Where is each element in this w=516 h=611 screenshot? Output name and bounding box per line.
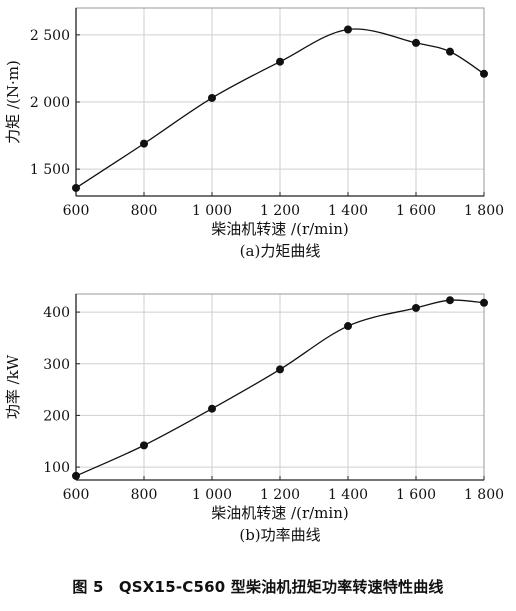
x-tick-label: 800 [131,203,158,219]
y-tick-label: 100 [43,460,70,476]
data-point [344,322,352,331]
chart-subtitle: (a)力矩曲线 [240,242,321,260]
data-point [344,25,352,34]
figure-caption: 图 5 QSX15-C560 型柴油机扭矩功率转速特性曲线 [72,578,444,596]
y-tick-label: 400 [43,305,70,321]
x-tick-label: 1 800 [464,487,504,503]
data-point [412,38,420,47]
x-axis-title: 柴油机转速 /(r/min) [211,220,348,238]
data-point [412,303,420,312]
data-point [276,57,284,66]
x-tick-label: 1 400 [328,487,368,503]
data-point [480,298,488,307]
x-tick-label: 600 [63,487,90,503]
y-tick-label: 2 000 [30,95,70,111]
x-tick-label: 1 600 [396,203,436,219]
data-point [208,404,216,413]
x-tick-label: 1 000 [192,203,232,219]
y-tick-label: 200 [43,408,70,424]
data-point [140,139,148,148]
torque-chart: 600 800 1 000 1 200 1 400 1 600 1 800 1 500 2 00… [4,7,504,260]
y-axis-title: 功率 /kW [4,354,22,419]
x-tick-label: 1 600 [396,487,436,503]
data-point [72,183,80,192]
data-point [276,365,284,374]
data-point [140,441,148,450]
x-tick-label: 1 800 [464,203,504,219]
x-tick-label: 1 400 [328,203,368,219]
series-line [75,299,485,477]
y-tick-label: 300 [43,357,70,373]
data-point [446,47,454,56]
data-point [72,471,80,480]
x-tick-label: 600 [63,203,90,219]
y-axis-title: 力矩 /(N·m) [4,60,22,144]
y-tick-label: 2 500 [30,28,70,44]
x-tick-label: 1 200 [260,487,300,503]
x-axis-title: 柴油机转速 /(r/min) [211,504,348,522]
x-tick-label: 1 200 [260,203,300,219]
power-chart: 600 800 1 000 1 200 1 400 1 600 1 800 100 200 300… [4,293,504,544]
data-point [480,69,488,78]
data-point [446,296,454,305]
chart-subtitle: (b)功率曲线 [239,526,320,544]
x-tick-label: 800 [131,487,158,503]
x-tick-label: 1 000 [192,487,232,503]
y-tick-label: 1 500 [30,162,70,178]
data-point [208,93,216,102]
